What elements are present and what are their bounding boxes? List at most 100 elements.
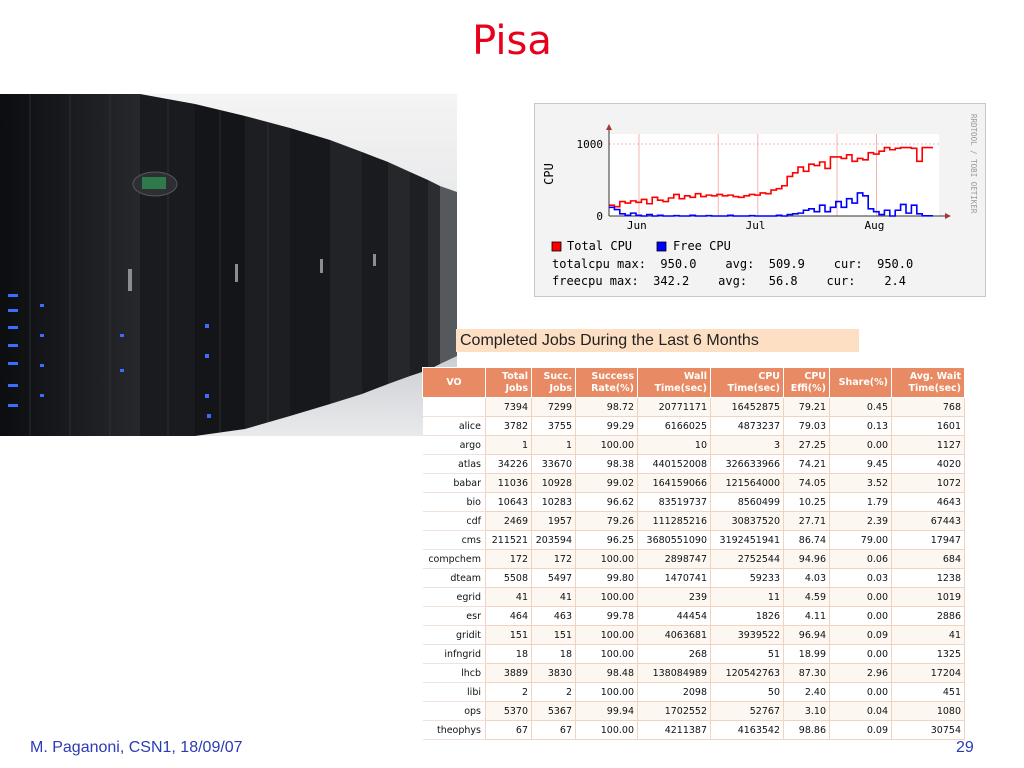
table-cell: 1470741 (637, 568, 711, 588)
table-cell: 2.39 (829, 511, 892, 531)
table-cell: 1 (485, 435, 532, 455)
column-header-line: CPU (758, 370, 780, 382)
vo-name-cell: atlas (422, 454, 486, 474)
table-cell: 1.79 (829, 492, 892, 512)
table-cell: 1325 (891, 644, 965, 664)
server-racks-photo (0, 94, 457, 436)
column-header-line: Effi(%) (790, 382, 826, 394)
table-cell: 79.26 (575, 511, 638, 531)
table-cell: 172 (531, 549, 576, 569)
table-cell: 30754 (891, 720, 965, 740)
table-cell: 4063681 (637, 625, 711, 645)
table-row: 7394 7299 98.72 20771171 16452875 79.21 0.45 76… (422, 397, 965, 417)
vo-name-cell: compchem (422, 549, 486, 569)
table-row: cdf 2469 1957 79.26 111285216 30837520 27.71 2.… (422, 511, 965, 531)
table-cell: 99.78 (575, 606, 638, 626)
table-row: cms 211521 203594 96.25 3680551090 3192451941… (422, 530, 965, 550)
table-cell: 0.09 (829, 720, 892, 740)
column-header: Total Jobs (485, 367, 532, 398)
table-cell: 11036 (485, 473, 532, 493)
table-cell: 2752544 (710, 549, 784, 569)
y-tick-label: 1000 (577, 138, 604, 151)
table-cell: 3889 (485, 663, 532, 683)
table-cell: 768 (891, 397, 965, 417)
table-row: egrid 41 41 100.00 239 11 4.59 0.00 1019 (422, 587, 965, 607)
column-header: Avg. Wait Time(sec) (891, 367, 965, 398)
table-cell: 99.29 (575, 416, 638, 436)
column-header-line: CPU (804, 370, 826, 382)
table-cell: 3 (710, 435, 784, 455)
column-header: VO (422, 367, 486, 398)
table-cell: 464 (485, 606, 532, 626)
table-cell: 1080 (891, 701, 965, 721)
table-cell: 5497 (531, 568, 576, 588)
table-cell: 96.25 (575, 530, 638, 550)
table-cell: 67 (485, 720, 532, 740)
table-cell: 74.05 (783, 473, 830, 493)
table-cell: 211521 (485, 530, 532, 550)
rrdtool-credit: RRDTOOL / TOBI OETIKER (969, 114, 978, 214)
table-cell: 100.00 (575, 682, 638, 702)
table-cell: 451 (891, 682, 965, 702)
vo-name-cell: dteam (422, 568, 486, 588)
table-cell: 2886 (891, 606, 965, 626)
table-cell: 1072 (891, 473, 965, 493)
table-cell: 440152008 (637, 454, 711, 474)
column-header-line: Jobs (549, 382, 572, 394)
table-cell: 20771171 (637, 397, 711, 417)
vo-name-cell: alice (422, 416, 486, 436)
table-cell: 4873237 (710, 416, 784, 436)
table-cell: 99.80 (575, 568, 638, 588)
table-row: gridit 151 151 100.00 4063681 3939522 96.94 0.0… (422, 625, 965, 645)
table-cell: 463 (531, 606, 576, 626)
column-header-line: Time(sec) (727, 382, 781, 394)
vo-name-cell: libi (422, 682, 486, 702)
column-header: Succ. Jobs (531, 367, 576, 398)
table-cell: 87.30 (783, 663, 830, 683)
table-cell: 3192451941 (710, 530, 784, 550)
x-tick-label: Jul (746, 219, 766, 232)
table-cell: 9.45 (829, 454, 892, 474)
vo-name-cell: babar (422, 473, 486, 493)
table-row: theophys 67 67 100.00 4211387 4163542 98.86 0.0… (422, 720, 965, 740)
table-cell: 1702552 (637, 701, 711, 721)
y-axis-arrow (606, 124, 612, 130)
vo-name-cell (422, 397, 486, 417)
footer-author: M. Paganoni, CSN1, 18/09/07 (30, 739, 243, 756)
column-header-line: Avg. Wait (909, 370, 961, 382)
stats-total-line: totalcpu max: 950.0 avg: 509.9 cur: 950.… (552, 257, 913, 271)
table-cell: 0.04 (829, 701, 892, 721)
jobs-table-title: Completed Jobs During the Last 6 Months (456, 329, 859, 352)
cpu-line-chart: Jun Jul Aug 0 1000 CPU RRDTOOL / TOBI OETIKE… (542, 114, 978, 288)
table-cell: 3782 (485, 416, 532, 436)
table-cell: 41 (531, 587, 576, 607)
table-cell: 98.48 (575, 663, 638, 683)
vo-name-cell: theophys (422, 720, 486, 740)
column-header-line: Wall (683, 370, 707, 382)
table-cell: 6166025 (637, 416, 711, 436)
table-cell: 4.11 (783, 606, 830, 626)
table-row: lhcb 3889 3830 98.48 138084989 120542763 87.30… (422, 663, 965, 683)
table-cell: 100.00 (575, 644, 638, 664)
x-tick-label: Aug (864, 219, 884, 232)
vo-name-cell: gridit (422, 625, 486, 645)
table-cell: 41 (485, 587, 532, 607)
table-cell: 121564000 (710, 473, 784, 493)
table-cell: 2.96 (829, 663, 892, 683)
table-cell: 1957 (531, 511, 576, 531)
table-cell: 74.21 (783, 454, 830, 474)
table-row: argo 1 1 100.00 10 3 27.25 0.00 1127 (422, 435, 965, 455)
table-cell: 79.03 (783, 416, 830, 436)
table-row: esr 464 463 99.78 44454 1826 4.11 0.00 2886 (422, 606, 965, 626)
table-cell: 67 (531, 720, 576, 740)
table-cell: 4643 (891, 492, 965, 512)
table-row: alice 3782 3755 99.29 6166025 4873237 79.03 0.1… (422, 416, 965, 436)
table-cell: 2 (531, 682, 576, 702)
column-header: Wall Time(sec) (637, 367, 711, 398)
table-cell: 203594 (531, 530, 576, 550)
legend-swatch-free (656, 241, 667, 252)
column-header-line: VO (446, 376, 462, 388)
table-cell: 0.00 (829, 435, 892, 455)
table-cell: 3.10 (783, 701, 830, 721)
table-cell: 98.72 (575, 397, 638, 417)
